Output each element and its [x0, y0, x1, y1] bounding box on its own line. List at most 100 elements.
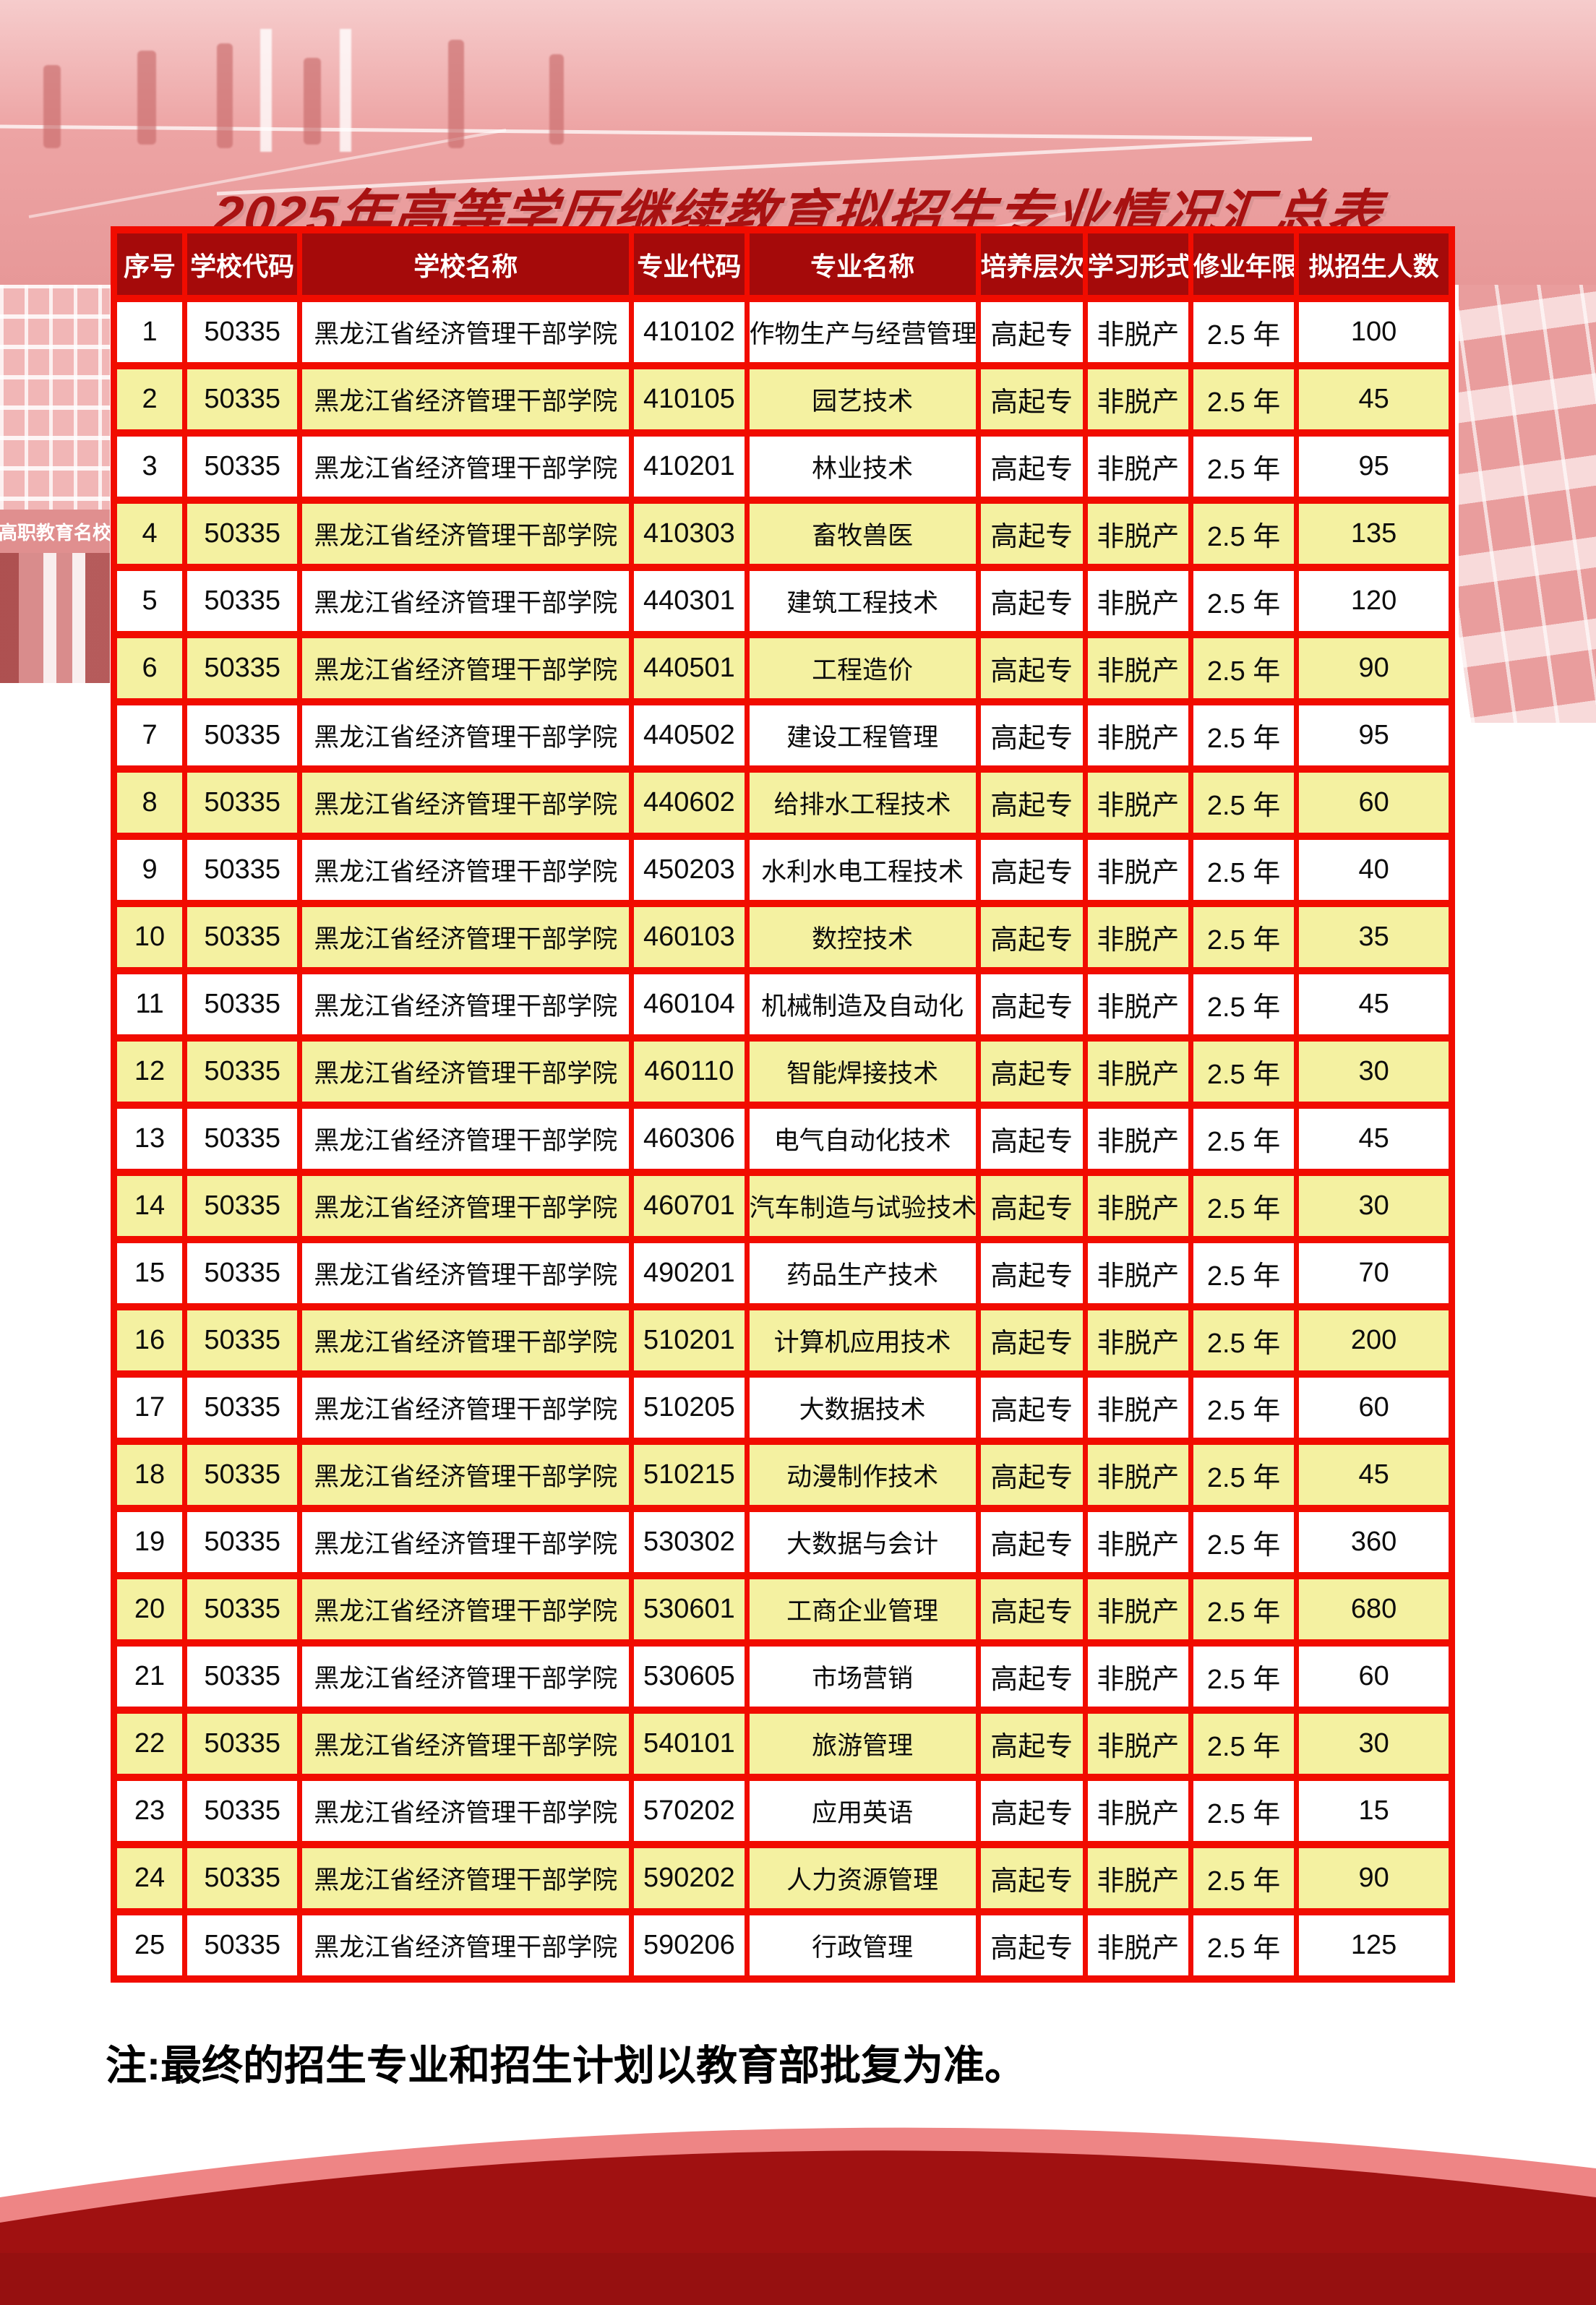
- table-cell: 510205: [629, 1370, 750, 1445]
- table-cell: 50335: [182, 1034, 303, 1109]
- table-cell: 60: [1294, 1639, 1454, 1714]
- table-cell: 2.5 年: [1188, 429, 1300, 504]
- table-cell: 410303: [629, 497, 750, 571]
- table-cell: 建设工程管理: [744, 698, 981, 773]
- table-row: 5 50335 黑龙江省经济管理干部学院 440301 建筑工程技术 高起专 非脱产 2.5 …: [111, 564, 1454, 638]
- table-cell: 50335: [182, 1572, 303, 1647]
- table-cell: 50335: [182, 1438, 303, 1512]
- header-row: 序号 学校代码 学校名称 专业代码 专业名称 培养层次 学习形式 修业年限 拟招生人数: [111, 226, 1454, 302]
- table-cell: 30: [1294, 1169, 1454, 1243]
- table-cell: 100: [1294, 295, 1454, 369]
- column-header: 专业代码: [629, 226, 750, 302]
- table-cell: 50335: [182, 497, 303, 571]
- table-cell: 590206: [629, 1908, 750, 1983]
- table-cell: 高起专: [975, 1841, 1088, 1915]
- table-row: 13 50335 黑龙江省经济管理干部学院 460306 电气自动化技术 高起专 非脱产 2.…: [111, 1102, 1454, 1176]
- table-cell: 非脱产: [1082, 1841, 1194, 1915]
- table-cell: 125: [1294, 1908, 1454, 1983]
- table-cell: 黑龙江省经济管理干部学院: [297, 1841, 635, 1915]
- campus-banner: 高职教育名校: [0, 510, 110, 553]
- campus-building-photo-right: [1459, 0, 1596, 723]
- table-cell: 黑龙江省经济管理干部学院: [297, 967, 635, 1042]
- table-cell: 17: [111, 1370, 188, 1445]
- table-cell: 黑龙江省经济管理干部学院: [297, 631, 635, 705]
- table-cell: 高起专: [975, 1774, 1088, 1848]
- table-row: 17 50335 黑龙江省经济管理干部学院 510205 大数据技术 高起专 非脱产 2.5 …: [111, 1370, 1454, 1445]
- table-cell: 18: [111, 1438, 188, 1512]
- table-cell: 530605: [629, 1639, 750, 1714]
- table-cell: 动漫制作技术: [744, 1438, 981, 1512]
- table-cell: 530302: [629, 1505, 750, 1579]
- table-cell: 50335: [182, 1303, 303, 1378]
- table-cell: 410105: [629, 362, 750, 437]
- table-cell: 2.5 年: [1188, 497, 1300, 571]
- table-cell: 高起专: [975, 900, 1088, 974]
- table-cell: 50335: [182, 631, 303, 705]
- table-cell: 2.5 年: [1188, 1639, 1300, 1714]
- table-cell: 数控技术: [744, 900, 981, 974]
- table-cell: 450203: [629, 833, 750, 907]
- table-cell: 高起专: [975, 1370, 1088, 1445]
- table-cell: 高起专: [975, 631, 1088, 705]
- table-cell: 非脱产: [1082, 1034, 1194, 1109]
- table-row: 20 50335 黑龙江省经济管理干部学院 530601 工商企业管理 高起专 非脱产 2.5…: [111, 1572, 1454, 1647]
- table-cell: 15: [111, 1236, 188, 1310]
- table-cell: 22: [111, 1707, 188, 1781]
- table-cell: 给排水工程技术: [744, 765, 981, 840]
- table-cell: 440501: [629, 631, 750, 705]
- table-cell: 590202: [629, 1841, 750, 1915]
- table-cell: 40: [1294, 833, 1454, 907]
- goal-post: [260, 29, 272, 152]
- table-cell: 35: [1294, 900, 1454, 974]
- person-silhouette: [549, 54, 564, 145]
- table-cell: 高起专: [975, 1236, 1088, 1310]
- table-cell: 19: [111, 1505, 188, 1579]
- photo-smudge: [1509, 0, 1596, 69]
- table-cell: 高起专: [975, 1169, 1088, 1243]
- table-cell: 园艺技术: [744, 362, 981, 437]
- tree-blob: [1473, 0, 1582, 101]
- table-cell: 2.5 年: [1188, 362, 1300, 437]
- table-row: 14 50335 黑龙江省经济管理干部学院 460701 汽车制造与试验技术 高起专 非脱产…: [111, 1169, 1454, 1243]
- table-cell: 50335: [182, 1236, 303, 1310]
- table-cell: 黑龙江省经济管理干部学院: [297, 900, 635, 974]
- table-cell: 2.5 年: [1188, 1303, 1300, 1378]
- table-cell: 2.5 年: [1188, 1370, 1300, 1445]
- table-row: 24 50335 黑龙江省经济管理干部学院 590202 人力资源管理 高起专 非脱产 2.5…: [111, 1841, 1454, 1915]
- table-body: 1 50335 黑龙江省经济管理干部学院 410102 作物生产与经营管理 高起专 非脱产 2…: [111, 295, 1454, 1983]
- table-cell: 黑龙江省经济管理干部学院: [297, 1707, 635, 1781]
- table-cell: 90: [1294, 631, 1454, 705]
- table-cell: 2.5 年: [1188, 1841, 1300, 1915]
- person-silhouette: [448, 40, 464, 148]
- table-cell: 540101: [629, 1707, 750, 1781]
- table-cell: 45: [1294, 1438, 1454, 1512]
- table-cell: 23: [111, 1774, 188, 1848]
- table-cell: 14: [111, 1169, 188, 1243]
- table-cell: 50335: [182, 833, 303, 907]
- table-row: 11 50335 黑龙江省经济管理干部学院 460104 机械制造及自动化 高起专 非脱产 2…: [111, 967, 1454, 1042]
- table-cell: 高起专: [975, 1505, 1088, 1579]
- table-cell: 黑龙江省经济管理干部学院: [297, 698, 635, 773]
- table-cell: 20: [111, 1572, 188, 1647]
- table-cell: 黑龙江省经济管理干部学院: [297, 833, 635, 907]
- table-cell: 非脱产: [1082, 1236, 1194, 1310]
- table-cell: 30: [1294, 1707, 1454, 1781]
- table-cell: 高起专: [975, 1034, 1088, 1109]
- table-cell: 11: [111, 967, 188, 1042]
- table-cell: 4: [111, 497, 188, 571]
- table-cell: 460103: [629, 900, 750, 974]
- table-row: 22 50335 黑龙江省经济管理干部学院 540101 旅游管理 高起专 非脱产 2.5 年…: [111, 1707, 1454, 1781]
- bottom-red-wave: [0, 2127, 1596, 2305]
- table-cell: 非脱产: [1082, 1370, 1194, 1445]
- table-cell: 黑龙江省经济管理干部学院: [297, 1370, 635, 1445]
- table-cell: 490201: [629, 1236, 750, 1310]
- table-cell: 460306: [629, 1102, 750, 1176]
- table-cell: 2.5 年: [1188, 1169, 1300, 1243]
- table-cell: 95: [1294, 698, 1454, 773]
- table-cell: 360: [1294, 1505, 1454, 1579]
- column-header: 修业年限: [1188, 226, 1300, 302]
- table-cell: 12: [111, 1034, 188, 1109]
- table-cell: 570202: [629, 1774, 750, 1848]
